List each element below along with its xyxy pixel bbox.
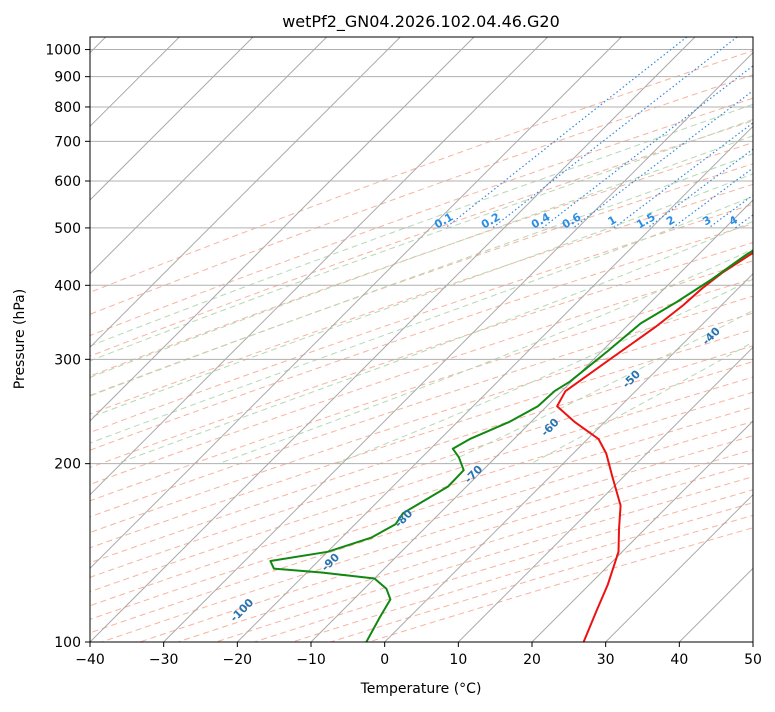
x-tick-label: −20 bbox=[223, 652, 253, 668]
dry-adiabat-line bbox=[0, 37, 775, 642]
y-tick-label: 200 bbox=[54, 457, 81, 473]
isotherm-line bbox=[606, 37, 775, 642]
isotherm-line bbox=[0, 37, 253, 642]
dry-adiabat-line bbox=[0, 37, 775, 642]
mixing-ratio-label: 1 bbox=[606, 213, 619, 228]
moist-adiabat-line bbox=[531, 50, 775, 464]
moist-adiabat-line bbox=[445, 50, 775, 464]
isotherm-line bbox=[237, 37, 775, 642]
x-tick-label: 30 bbox=[597, 652, 615, 668]
y-tick-label: 900 bbox=[54, 70, 81, 86]
x-tick-label: −10 bbox=[296, 652, 326, 668]
plot-frame bbox=[90, 37, 753, 642]
mixing-ratio-label: 4 bbox=[727, 213, 740, 228]
dry-adiabat-line bbox=[0, 37, 775, 642]
mixing-ratio-label: 6 bbox=[766, 213, 775, 228]
x-tick-label: 0 bbox=[380, 652, 389, 668]
isotherms bbox=[0, 37, 775, 642]
moist-adiabat-line bbox=[0, 50, 775, 464]
moist-adiabat-line bbox=[117, 50, 775, 464]
dry-adiabat-line bbox=[0, 37, 775, 642]
x-tick-label: 40 bbox=[670, 652, 688, 668]
isotherm-label: -90 bbox=[319, 550, 342, 573]
isotherm-line bbox=[90, 37, 695, 642]
isotherm-line bbox=[532, 37, 775, 642]
mixing-ratio-line bbox=[614, 37, 775, 228]
dry-adiabat-line bbox=[0, 37, 775, 642]
pressure-gridlines bbox=[90, 50, 753, 642]
dry-adiabat-line bbox=[0, 37, 775, 642]
y-tick-label: 100 bbox=[54, 635, 81, 651]
chart-title: wetPf2_GN04.2026.102.04.46.G20 bbox=[282, 12, 560, 32]
y-tick-label: 600 bbox=[54, 174, 81, 190]
x-tick-label: 20 bbox=[523, 652, 541, 668]
dry-adiabat-line bbox=[0, 37, 775, 642]
moist-adiabat-line bbox=[0, 50, 775, 464]
isotherm-line bbox=[0, 37, 474, 642]
dry-adiabat-line bbox=[178, 37, 775, 642]
dry-adiabat-line bbox=[0, 37, 775, 642]
dry-adiabat-line bbox=[102, 37, 775, 642]
dry-adiabat-line bbox=[0, 37, 775, 642]
x-tick-label: 10 bbox=[449, 652, 467, 668]
dry-adiabats bbox=[0, 37, 775, 642]
isotherm-label: -60 bbox=[538, 416, 561, 439]
plot-area: 0.10.20.40.611.52346810131620253036-100-… bbox=[0, 37, 775, 642]
x-tick-label: −30 bbox=[149, 652, 179, 668]
moist-adiabat-line bbox=[0, 50, 775, 464]
y-tick-label: 500 bbox=[54, 221, 81, 237]
mixing-ratio-line bbox=[735, 37, 775, 228]
isotherm-line bbox=[679, 37, 775, 642]
isotherm-line bbox=[16, 37, 621, 642]
dry-adiabat-line bbox=[0, 37, 775, 642]
dry-adiabat-line bbox=[0, 37, 775, 642]
isotherm-line bbox=[0, 37, 327, 642]
dry-adiabat-line bbox=[0, 37, 775, 642]
dry-adiabat-line bbox=[0, 37, 775, 642]
x-axis: −40 −30 −20 −10 0 10 20 30 40 50 bbox=[75, 642, 762, 668]
moist-adiabat-line bbox=[0, 50, 775, 464]
moist-adiabats bbox=[0, 50, 775, 464]
mixing-ratio-label: 2 bbox=[664, 213, 677, 228]
y-axis-title: Pressure (hPa) bbox=[12, 289, 28, 389]
isotherm-line bbox=[164, 37, 769, 642]
moist-adiabat-line bbox=[36, 50, 775, 464]
y-tick-label: 400 bbox=[54, 278, 81, 294]
dry-adiabat-line bbox=[0, 37, 775, 642]
mixing-ratio-line bbox=[493, 37, 738, 228]
mixing-ratio-lines bbox=[446, 37, 775, 228]
moist-adiabat-line bbox=[219, 50, 775, 464]
dry-adiabat-line bbox=[0, 37, 775, 642]
y-tick-label: 300 bbox=[54, 352, 81, 368]
y-tick-label: 700 bbox=[54, 134, 81, 150]
x-tick-label: 50 bbox=[744, 652, 762, 668]
dry-adiabat-line bbox=[0, 37, 775, 642]
isotherm-line bbox=[753, 37, 775, 642]
isotherm-label: -30 bbox=[770, 288, 775, 311]
x-axis-title: Temperature (°C) bbox=[360, 681, 482, 697]
isotherm-line bbox=[458, 37, 775, 642]
dry-adiabat-line bbox=[0, 37, 775, 642]
y-tick-label: 800 bbox=[54, 100, 81, 116]
dry-adiabat-line bbox=[0, 37, 775, 642]
dry-adiabat-line bbox=[0, 37, 775, 642]
y-axis: 100 200 300 400 500 600 700 800 900 1000 bbox=[45, 43, 90, 651]
isotherm-label: -80 bbox=[392, 507, 415, 530]
y-tick-label: 1000 bbox=[45, 43, 81, 59]
isotherm-line bbox=[0, 37, 400, 642]
x-tick-label: −40 bbox=[75, 652, 105, 668]
moist-adiabat-line bbox=[0, 50, 775, 464]
mixing-ratio-line bbox=[446, 37, 687, 228]
